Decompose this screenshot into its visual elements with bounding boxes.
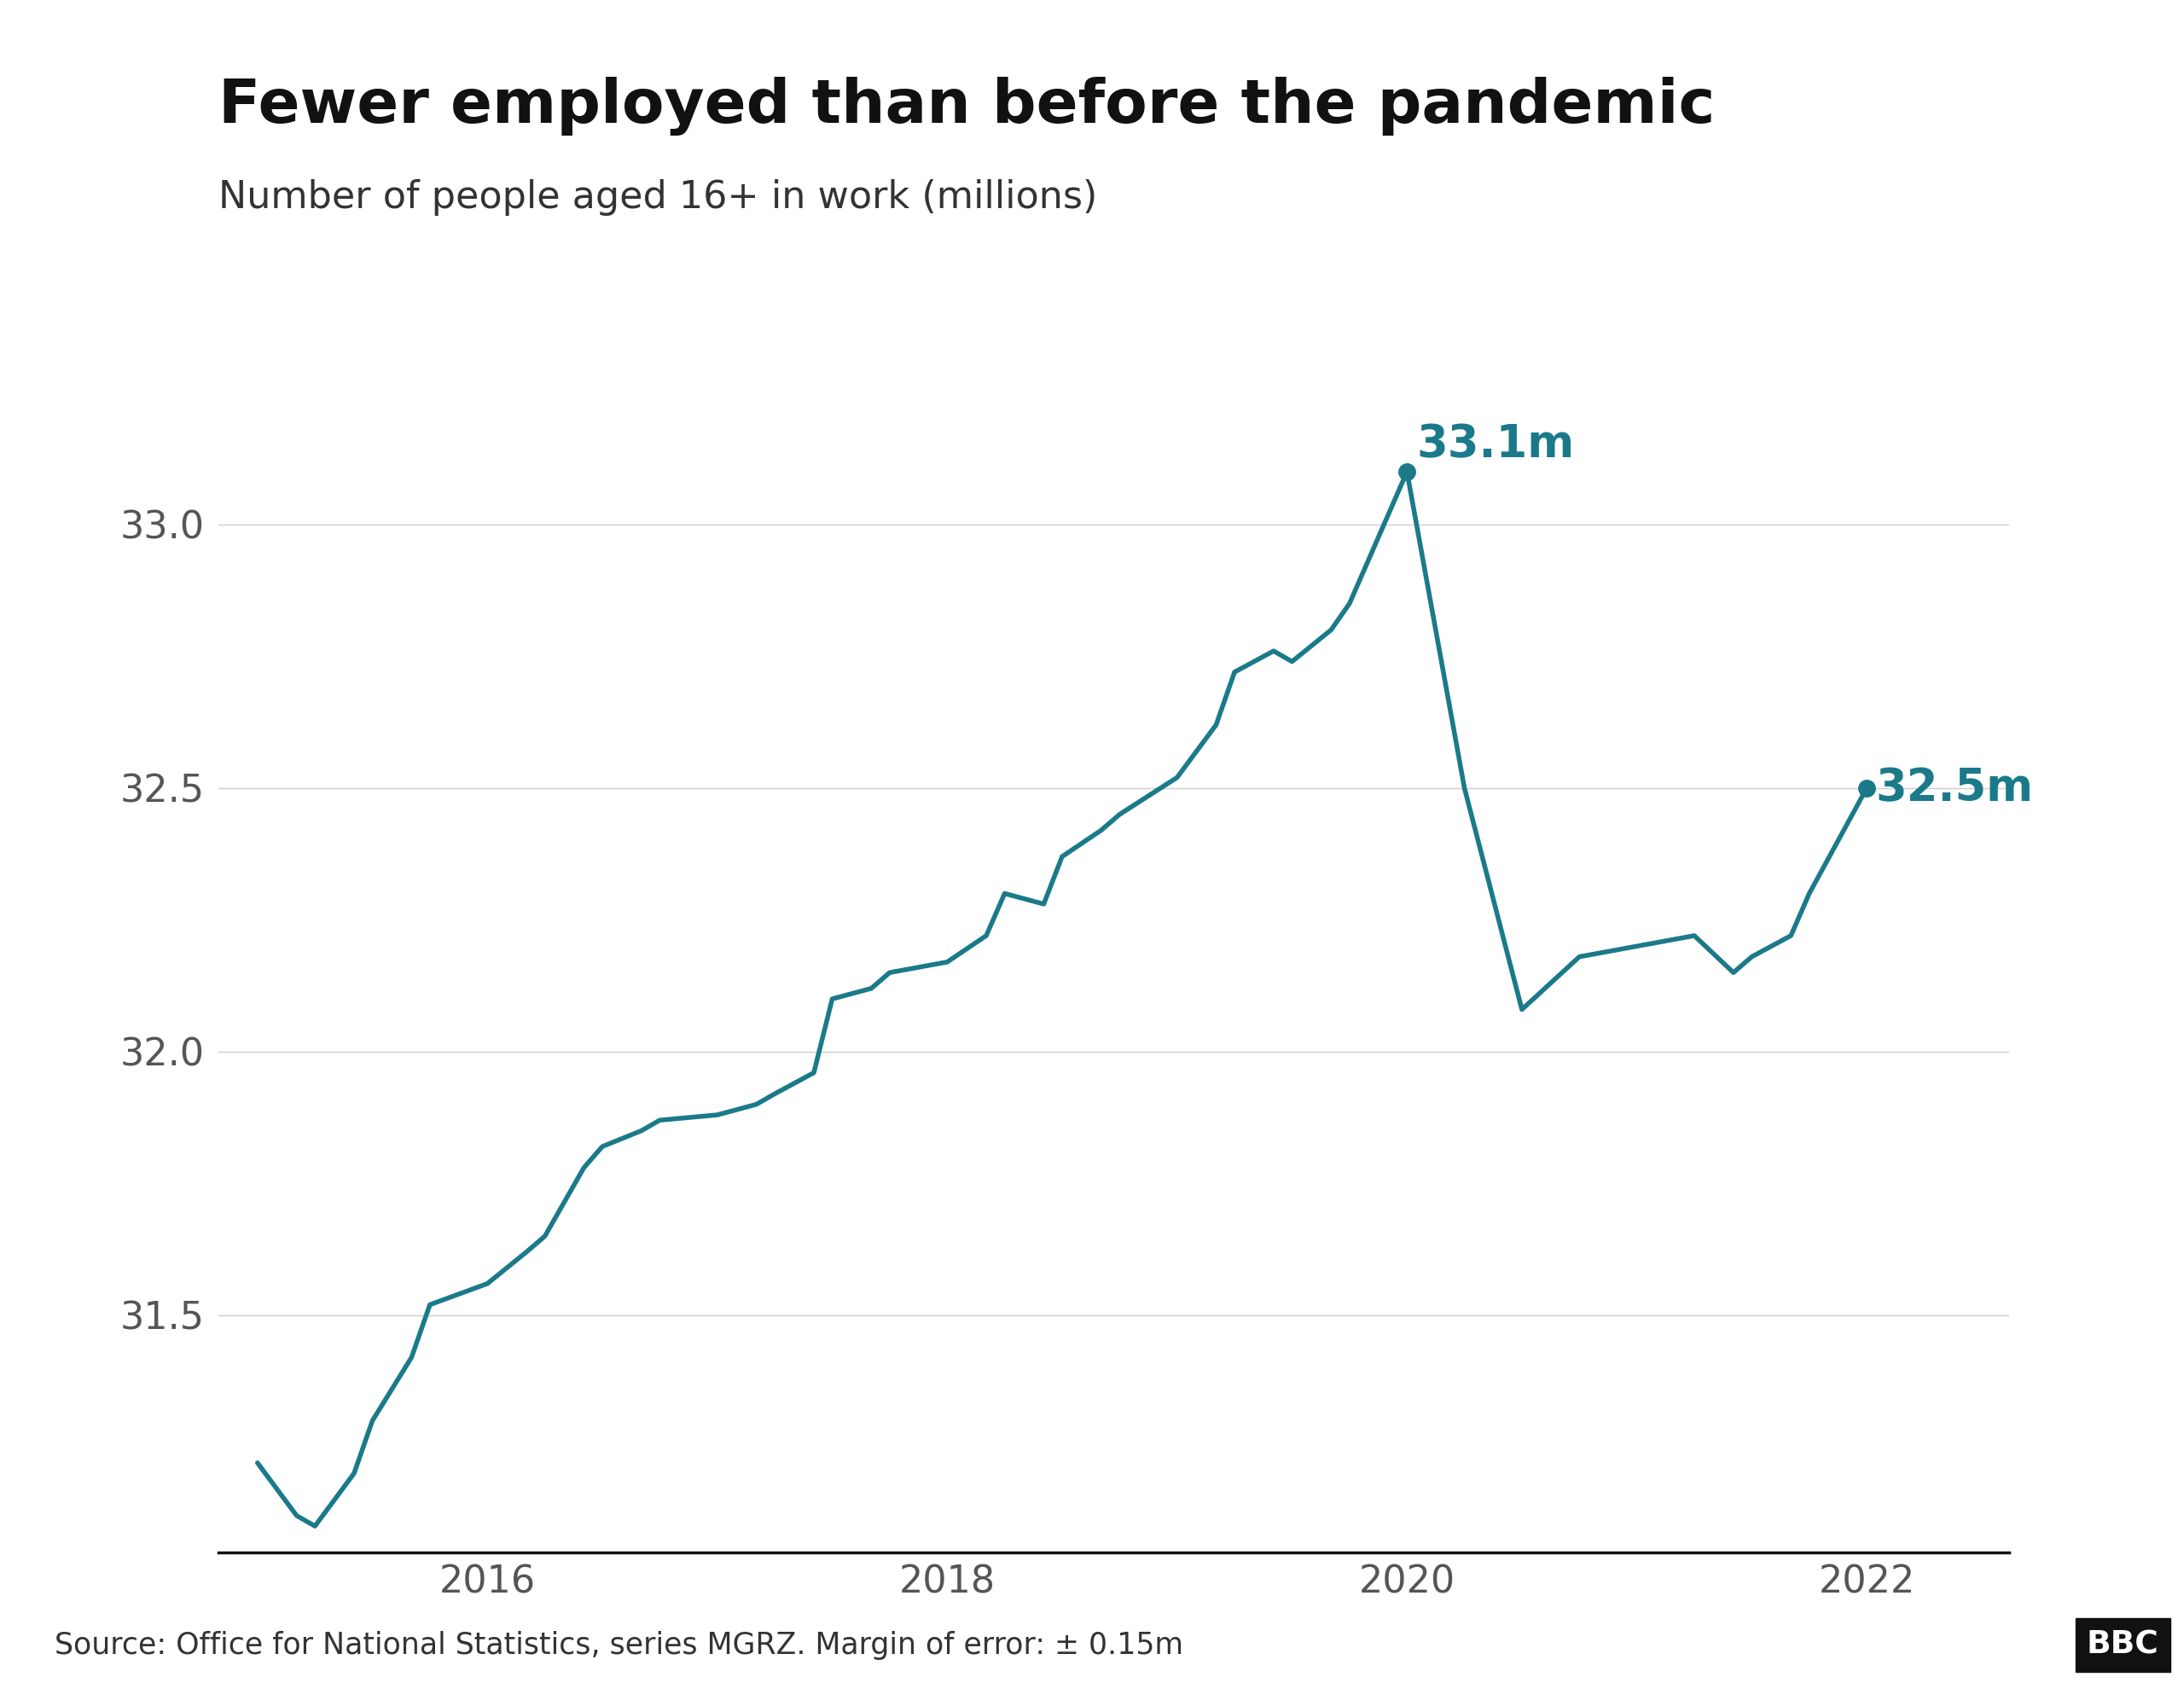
Text: Number of people aged 16+ in work (millions): Number of people aged 16+ in work (milli… — [218, 179, 1096, 215]
Text: 32.5m: 32.5m — [1876, 766, 2033, 810]
Text: 33.1m: 33.1m — [1415, 421, 1575, 466]
Text: Fewer employed than before the pandemic: Fewer employed than before the pandemic — [218, 77, 1714, 136]
Text: Source: Office for National Statistics, series MGRZ. Margin of error: ± 0.15m: Source: Office for National Statistics, … — [55, 1631, 1184, 1660]
Text: BBC: BBC — [2086, 1629, 2160, 1660]
